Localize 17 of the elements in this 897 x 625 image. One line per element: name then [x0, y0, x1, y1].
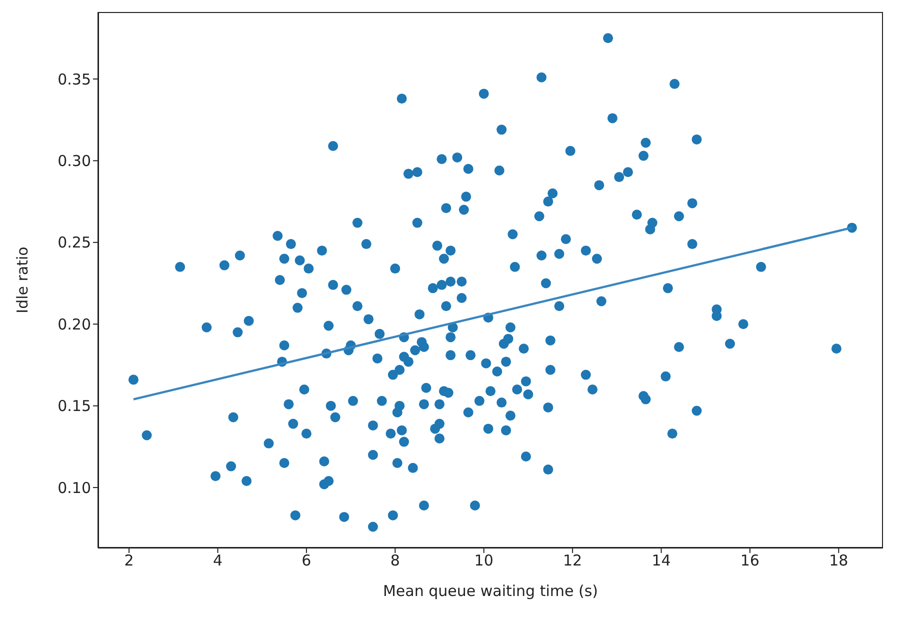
y-tick-label: 0.25 [58, 234, 91, 252]
y-tick-label: 0.30 [58, 152, 91, 170]
x-axis-title: Mean queue waiting time (s) [382, 582, 598, 600]
y-tick-label: 0.35 [58, 70, 91, 88]
x-tick-label: 10 [474, 552, 494, 570]
y-tick-label: 0.15 [58, 397, 91, 416]
y-axis-title: Idle ratio [13, 246, 32, 314]
x-tick-label: 18 [829, 552, 848, 570]
y-tick-label: 0.20 [58, 315, 91, 334]
y-tick-label: 0.10 [58, 478, 91, 497]
x-tick-label: 6 [302, 552, 312, 570]
x-tick-label: 16 [740, 552, 760, 570]
x-tick-label: 12 [563, 552, 582, 570]
x-tick-label: 2 [124, 552, 134, 570]
x-tick-label: 8 [390, 552, 400, 570]
x-tick-label: 4 [212, 552, 223, 570]
x-tick-label: 14 [652, 552, 671, 570]
